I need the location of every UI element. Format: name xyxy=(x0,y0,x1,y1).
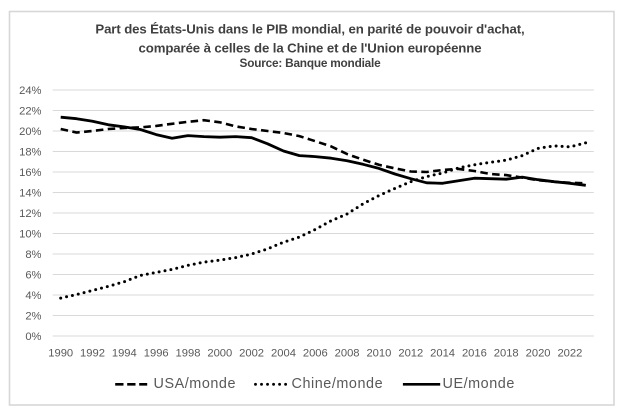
svg-text:22%: 22% xyxy=(19,105,41,117)
svg-text:comparée à celles de la Chine: comparée à celles de la Chine et de l'Un… xyxy=(139,41,482,56)
svg-text:0%: 0% xyxy=(25,331,41,343)
svg-text:16%: 16% xyxy=(19,167,41,179)
svg-text:2008: 2008 xyxy=(335,348,360,360)
svg-text:6%: 6% xyxy=(25,269,41,281)
svg-text:1990: 1990 xyxy=(48,348,73,360)
svg-text:1992: 1992 xyxy=(80,348,105,360)
svg-text:Chine/monde: Chine/monde xyxy=(292,376,384,392)
svg-text:1994: 1994 xyxy=(112,348,137,360)
svg-text:2018: 2018 xyxy=(494,348,519,360)
svg-text:Source: Banque mondiale: Source: Banque mondiale xyxy=(240,56,382,70)
svg-text:20%: 20% xyxy=(19,126,41,138)
svg-text:14%: 14% xyxy=(19,187,41,199)
svg-text:2000: 2000 xyxy=(207,348,232,360)
svg-text:2010: 2010 xyxy=(366,348,391,360)
svg-text:2002: 2002 xyxy=(239,348,264,360)
svg-text:4%: 4% xyxy=(25,290,41,302)
svg-text:2006: 2006 xyxy=(303,348,328,360)
svg-text:2014: 2014 xyxy=(430,348,455,360)
svg-text:2016: 2016 xyxy=(462,348,487,360)
svg-text:2022: 2022 xyxy=(557,348,582,360)
svg-text:10%: 10% xyxy=(19,228,41,240)
svg-text:18%: 18% xyxy=(19,146,41,158)
svg-text:24%: 24% xyxy=(19,85,41,97)
svg-text:1996: 1996 xyxy=(144,348,169,360)
svg-text:USA/monde: USA/monde xyxy=(154,376,237,392)
svg-text:8%: 8% xyxy=(25,249,41,261)
svg-text:1998: 1998 xyxy=(176,348,201,360)
svg-text:2004: 2004 xyxy=(271,348,296,360)
svg-text:12%: 12% xyxy=(19,208,41,220)
svg-text:2012: 2012 xyxy=(398,348,423,360)
svg-text:Part des États-Unis dans le PI: Part des États-Unis dans le PIB mondial,… xyxy=(95,22,524,37)
svg-text:2%: 2% xyxy=(25,310,41,322)
svg-text:2020: 2020 xyxy=(526,348,551,360)
svg-text:UE/monde: UE/monde xyxy=(443,376,515,392)
